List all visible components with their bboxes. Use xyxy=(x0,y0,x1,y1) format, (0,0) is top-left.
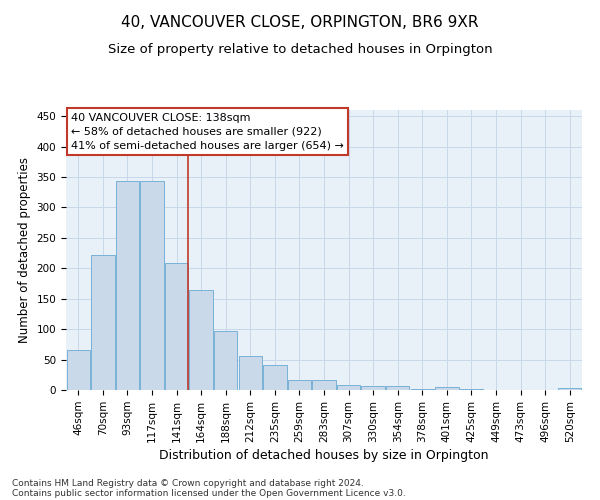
Bar xyxy=(116,180,139,390)
Bar xyxy=(361,386,385,390)
Bar xyxy=(386,386,409,390)
Bar xyxy=(190,290,213,390)
Text: Size of property relative to detached houses in Orpington: Size of property relative to detached ho… xyxy=(107,42,493,56)
Text: Contains public sector information licensed under the Open Government Licence v3: Contains public sector information licen… xyxy=(12,488,406,498)
Bar xyxy=(410,389,434,390)
X-axis label: Distribution of detached houses by size in Orpington: Distribution of detached houses by size … xyxy=(159,449,489,462)
Bar xyxy=(263,365,287,390)
Bar xyxy=(558,388,581,390)
Y-axis label: Number of detached properties: Number of detached properties xyxy=(18,157,31,343)
Bar xyxy=(337,385,360,390)
Bar xyxy=(239,356,262,390)
Text: 40 VANCOUVER CLOSE: 138sqm
← 58% of detached houses are smaller (922)
41% of sem: 40 VANCOUVER CLOSE: 138sqm ← 58% of deta… xyxy=(71,113,344,151)
Text: Contains HM Land Registry data © Crown copyright and database right 2024.: Contains HM Land Registry data © Crown c… xyxy=(12,478,364,488)
Bar xyxy=(140,180,164,390)
Bar xyxy=(288,380,311,390)
Text: 40, VANCOUVER CLOSE, ORPINGTON, BR6 9XR: 40, VANCOUVER CLOSE, ORPINGTON, BR6 9XR xyxy=(121,15,479,30)
Bar xyxy=(214,331,238,390)
Bar xyxy=(435,387,458,390)
Bar xyxy=(67,350,90,390)
Bar xyxy=(165,264,188,390)
Bar xyxy=(91,255,115,390)
Bar xyxy=(313,380,335,390)
